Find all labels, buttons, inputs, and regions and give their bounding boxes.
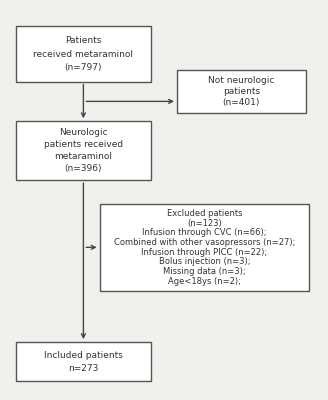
Text: n=273: n=273 — [68, 364, 99, 373]
Text: (n=396): (n=396) — [65, 164, 102, 173]
Text: (n=401): (n=401) — [223, 98, 260, 107]
Text: Not neurologic: Not neurologic — [208, 76, 275, 85]
Text: Bolus injection (n=3);: Bolus injection (n=3); — [158, 257, 250, 266]
Text: (n=797): (n=797) — [65, 63, 102, 72]
FancyBboxPatch shape — [16, 121, 151, 180]
FancyBboxPatch shape — [16, 342, 151, 382]
FancyBboxPatch shape — [99, 204, 309, 291]
Text: Neurologic: Neurologic — [59, 128, 108, 138]
Text: metaraminol: metaraminol — [54, 152, 113, 161]
Text: Missing data (n=3);: Missing data (n=3); — [163, 267, 246, 276]
Text: Combined with other vasopressors (n=27);: Combined with other vasopressors (n=27); — [113, 238, 295, 247]
FancyBboxPatch shape — [16, 26, 151, 82]
Text: Patients: Patients — [65, 36, 102, 45]
Text: patients: patients — [223, 87, 260, 96]
Text: received metaraminol: received metaraminol — [33, 50, 133, 58]
Text: Excluded patients: Excluded patients — [167, 209, 242, 218]
FancyBboxPatch shape — [177, 70, 306, 113]
Text: patients received: patients received — [44, 140, 123, 149]
Text: Infusion through CVC (n=66);: Infusion through CVC (n=66); — [142, 228, 267, 237]
Text: Included patients: Included patients — [44, 351, 123, 360]
Text: Age<18ys (n=2);: Age<18ys (n=2); — [168, 276, 241, 286]
Text: Infusion through PICC (n=22);: Infusion through PICC (n=22); — [141, 248, 267, 257]
Text: (n=123): (n=123) — [187, 219, 222, 228]
